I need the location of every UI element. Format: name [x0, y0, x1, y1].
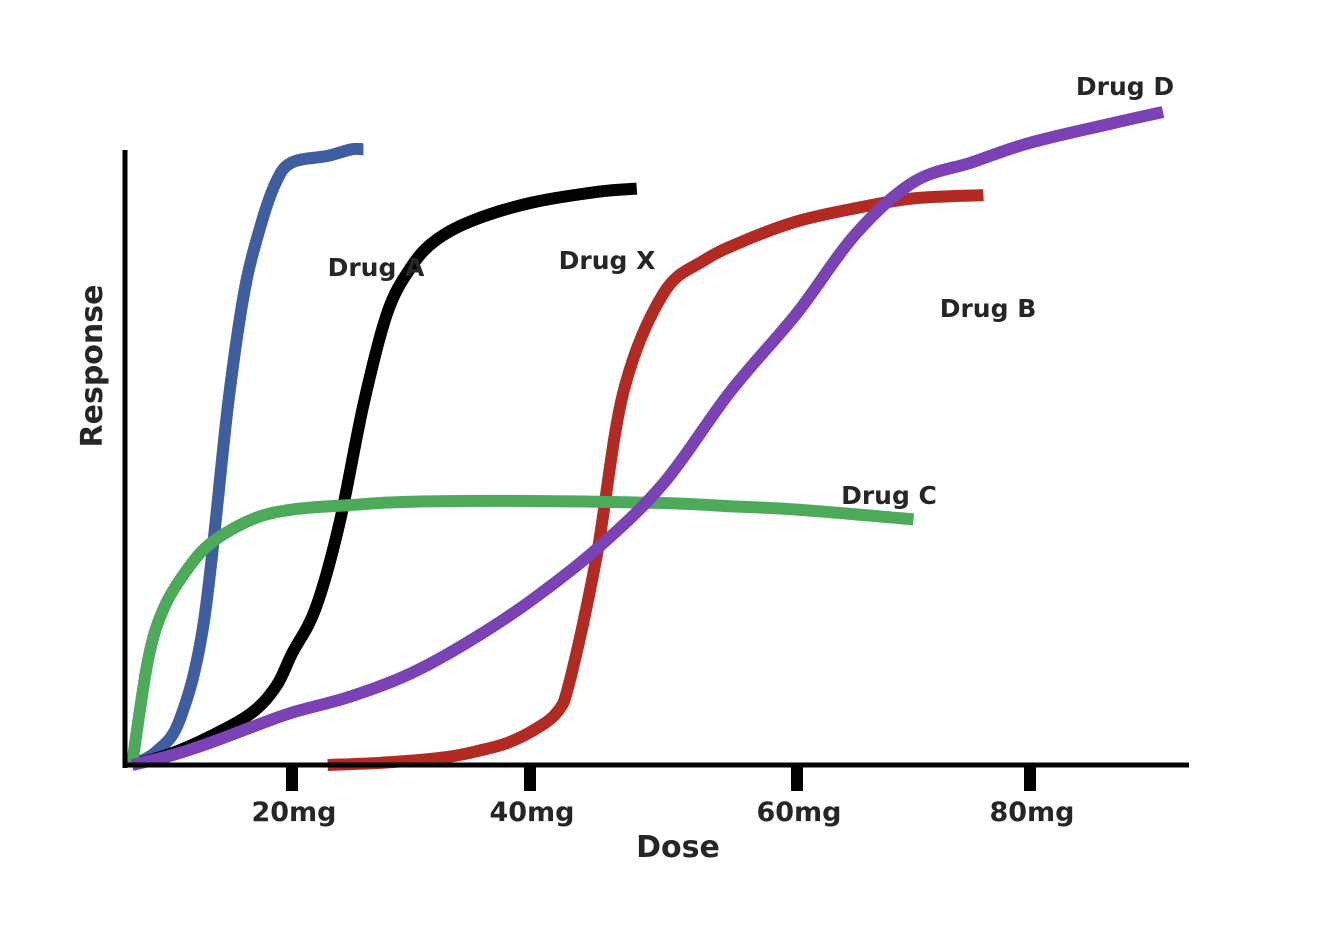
x-tick-mark [524, 767, 536, 791]
x-ticks: 20mg 40mg 60mg 80mg [251, 767, 1075, 828]
x-tick-label: 40mg [489, 797, 574, 828]
x-tick-mark [791, 767, 803, 791]
series-label-drug-d: Drug D [1076, 72, 1174, 101]
series-curves [126, 106, 1165, 771]
x-tick-label: 60mg [756, 797, 841, 828]
x-axis-title: Dose [636, 830, 720, 865]
series-line-drug-c [126, 494, 915, 766]
x-tick-label: 20mg [251, 797, 336, 828]
series-line-drug-d [130, 106, 1165, 771]
x-tick-mark [1024, 767, 1036, 791]
series-labels: Drug A Drug X Drug B Drug C Drug D [328, 72, 1175, 510]
axes [122, 150, 1189, 768]
series-line-drug-x [130, 182, 638, 771]
series-label-drug-c: Drug C [841, 481, 937, 510]
x-tick-mark [286, 767, 298, 791]
x-tick-label: 80mg [989, 797, 1074, 828]
series-line-drug-b [327, 189, 984, 771]
series-label-drug-x: Drug X [559, 246, 656, 275]
series-label-drug-b: Drug B [940, 294, 1037, 323]
y-axis-title: Response [75, 285, 110, 448]
series-line-drug-a [129, 142, 364, 771]
series-label-drug-a: Drug A [328, 253, 425, 282]
